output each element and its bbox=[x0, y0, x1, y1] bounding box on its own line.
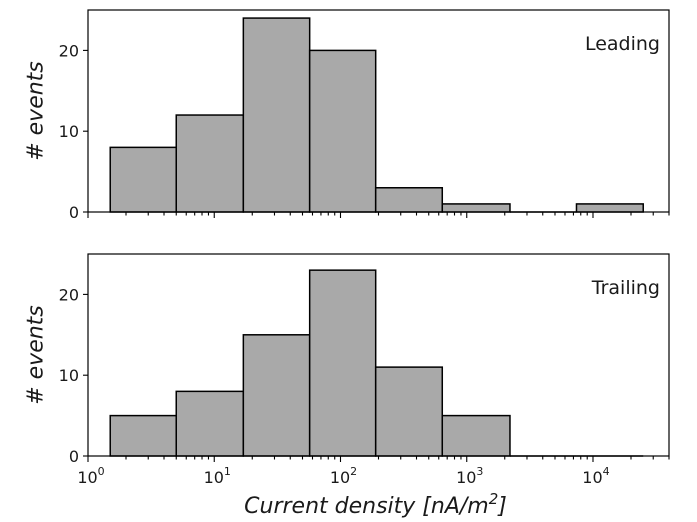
trailing-bar bbox=[441, 414, 511, 457]
x-axis-title-exponent: 2 bbox=[489, 490, 499, 508]
trailing-y-tick-label: 10 bbox=[59, 366, 79, 385]
trailing-plot-frame bbox=[87, 253, 670, 457]
trailing-bars bbox=[109, 269, 644, 457]
trailing-y-ticks: 0 10 20 bbox=[59, 285, 88, 466]
leading-bar bbox=[109, 146, 177, 213]
trailing-x-ticks: 100 101 102 103 104 bbox=[77, 456, 670, 487]
leading-panel-label: Leading bbox=[585, 33, 660, 55]
leading-plot-frame bbox=[87, 9, 670, 213]
leading-bar bbox=[175, 114, 245, 213]
trailing-y-tick-label: 20 bbox=[59, 285, 79, 304]
leading-bar bbox=[242, 17, 311, 213]
leading-bar bbox=[308, 49, 377, 213]
leading-bars bbox=[109, 17, 644, 213]
trailing-bar bbox=[242, 334, 311, 457]
x-axis-title: Current density [nA/m2] bbox=[244, 490, 507, 519]
x-axis-title-prefix: Current density [ bbox=[244, 494, 432, 519]
trailing-panel-label: Trailing bbox=[591, 277, 660, 299]
x-tick-label: 101 bbox=[204, 465, 231, 487]
trailing-bar bbox=[308, 269, 377, 457]
leading-y-axis-title: # events bbox=[24, 61, 49, 161]
x-tick-label: 102 bbox=[330, 465, 357, 487]
trailing-panel: 0 10 20 100 101 102 103 104 Trailing # events bbox=[24, 253, 670, 487]
x-axis-title-suffix: ] bbox=[497, 494, 507, 519]
trailing-bar bbox=[374, 366, 444, 457]
trailing-bar bbox=[175, 390, 245, 457]
leading-bar bbox=[575, 203, 644, 213]
trailing-bar bbox=[109, 414, 177, 457]
leading-y-tick-label: 10 bbox=[59, 122, 79, 141]
leading-y-tick-label: 0 bbox=[69, 203, 79, 222]
leading-y-tick-label: 20 bbox=[59, 41, 79, 60]
x-tick-label: 100 bbox=[77, 465, 104, 487]
x-tick-label: 104 bbox=[582, 465, 609, 487]
leading-bar bbox=[374, 187, 444, 213]
leading-panel: 0 10 20 Leading # events bbox=[24, 9, 670, 222]
x-tick-label: 103 bbox=[456, 465, 483, 487]
leading-y-ticks: 0 10 20 bbox=[59, 41, 88, 222]
leading-x-ticks bbox=[87, 212, 670, 218]
x-axis-title-unit: nA/m bbox=[431, 494, 489, 519]
trailing-y-axis-title: # events bbox=[24, 305, 49, 405]
leading-bar bbox=[441, 203, 511, 213]
trailing-y-tick-label: 0 bbox=[69, 447, 79, 466]
